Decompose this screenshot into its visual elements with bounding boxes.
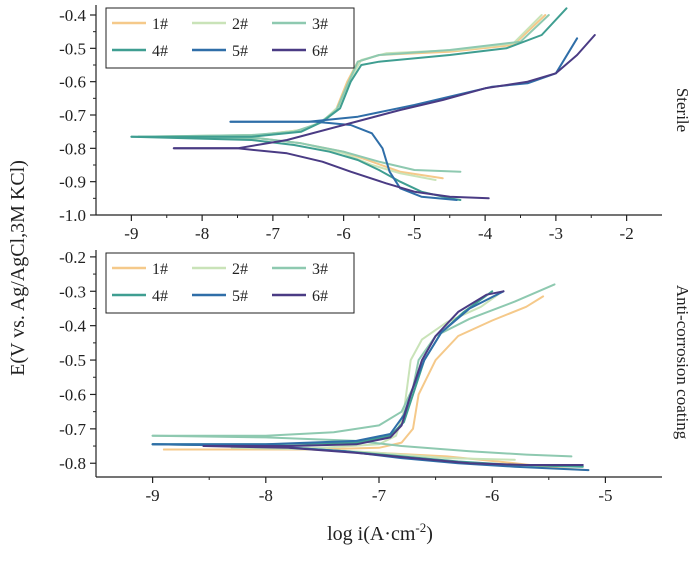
y-tick-label: -0.8	[59, 454, 86, 473]
legend-label: 3#	[312, 16, 328, 33]
series-line-6-cathodic	[172, 147, 490, 200]
series-line-3-cathodic	[151, 434, 573, 458]
legend-label: 6#	[312, 43, 328, 60]
series-line-4-anodic	[130, 7, 568, 138]
x-axis-label-close: )	[426, 523, 433, 545]
y-tick-label: -0.2	[59, 248, 86, 267]
y-tick-label: -1.0	[59, 206, 86, 225]
x-tick-label: -4	[478, 224, 493, 243]
series-line-3-anodic	[137, 14, 550, 138]
panel-label: Anti-corrosion coating	[673, 285, 692, 440]
panel-sterile: -9 -8 -7 -6 -5 -4 -3 -2 -1.0 -0.9 -0.8 -0.7 -0.6 -0.5…	[59, 5, 692, 243]
x-tick-label: -9	[146, 486, 160, 505]
legend-label: 4#	[152, 288, 168, 305]
x-tick-label: -8	[195, 224, 209, 243]
x-axis-label-sup: -2	[415, 520, 426, 535]
y-tick-label: -0.6	[59, 385, 86, 404]
legend-label: 5#	[232, 288, 248, 305]
y-axis-label: E(V vs. Ag/AgCl,3M KCl)	[7, 160, 29, 376]
y-tick-label: -0.4	[59, 6, 86, 25]
legend-box	[105, 7, 355, 69]
x-tick-label: -7	[266, 224, 281, 243]
x-tick-label: -5	[407, 224, 421, 243]
series-line-5-anodic	[151, 290, 505, 446]
legend-label: 3#	[312, 261, 328, 278]
x-axis-label: log i(A·cm-2)	[327, 520, 433, 545]
y-tick-label: -0.9	[59, 173, 86, 192]
panel-label: Sterile	[673, 88, 692, 132]
x-tick-label: -2	[620, 224, 634, 243]
legend-label: 6#	[312, 288, 328, 305]
legend-label: 2#	[232, 16, 248, 33]
x-tick-label: -6	[485, 486, 499, 505]
series-line-1-anodic	[162, 295, 545, 451]
legend-label: 1#	[152, 261, 168, 278]
y-tick-label: -0.7	[59, 420, 86, 439]
y-tick-label: -0.7	[59, 106, 86, 125]
series-line-6-cathodic	[202, 445, 584, 466]
legend-label: 1#	[152, 16, 168, 33]
y-tick-label: -0.3	[59, 282, 86, 301]
x-tick-label: -6	[337, 224, 351, 243]
y-tick-label: -0.4	[59, 317, 86, 336]
x-tick-label: -5	[598, 486, 612, 505]
y-tick-label: -0.5	[59, 39, 86, 58]
x-tick-label: -9	[124, 224, 138, 243]
x-tick-label: -3	[549, 224, 563, 243]
y-tick-label: -0.8	[59, 139, 86, 158]
x-tick-label: -8	[259, 486, 273, 505]
legend-label: 2#	[232, 261, 248, 278]
y-tick-label: -0.6	[59, 73, 86, 92]
series-line-6-anodic	[202, 290, 505, 447]
legend-box	[105, 252, 355, 314]
x-axis-label-main: log i(A·cm	[327, 523, 416, 545]
panel-anti-corrosion-coating: -9 -8 -7 -6 -5 -0.8 -0.7 -0.6 -0.5 -0.4 -0.3 -0.2 1#…	[59, 248, 692, 505]
series-line-4-anodic	[151, 290, 494, 446]
legend-label: 4#	[152, 43, 168, 60]
series-line-5-cathodic	[229, 120, 458, 201]
x-tick-label: -7	[372, 486, 387, 505]
legend-label: 5#	[232, 43, 248, 60]
series-line-3-cathodic	[137, 135, 462, 173]
legend: 1# 2# 3# 4# 5# 6#	[105, 252, 355, 314]
y-tick-label: -0.5	[59, 351, 86, 370]
series-line-6-anodic	[172, 34, 596, 150]
legend: 1# 2# 3# 4# 5# 6#	[105, 7, 355, 69]
